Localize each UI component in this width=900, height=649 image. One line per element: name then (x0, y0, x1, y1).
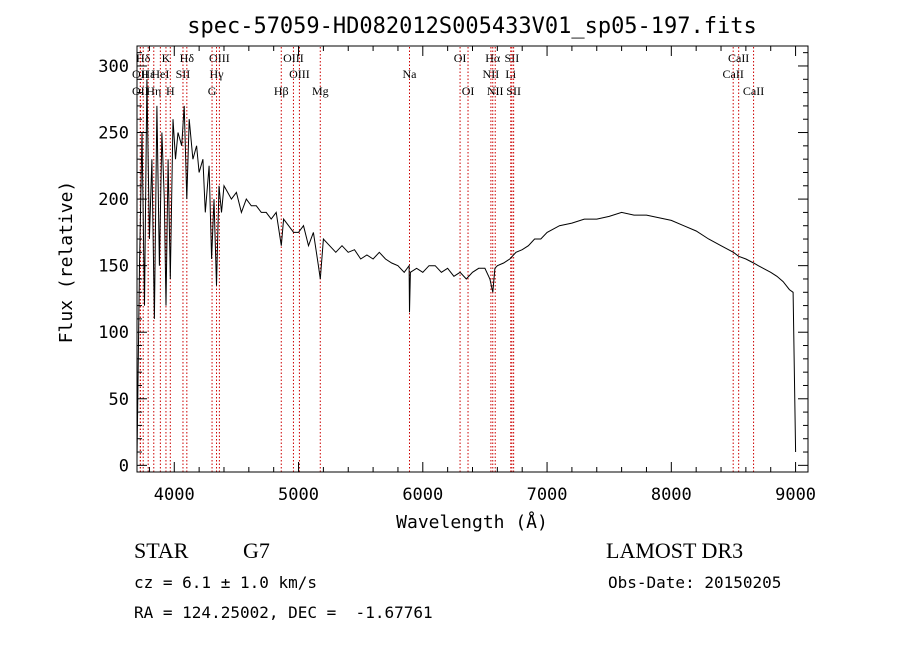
marker-label-21: NII (483, 67, 500, 81)
redshift-value: cz = 6.1 ± 1.0 km/s (134, 573, 318, 592)
marker-label-23: SII (505, 51, 520, 65)
x-tick-label-0: 4000 (154, 485, 195, 505)
marker-label-28: CaII (743, 84, 764, 98)
marker-label-22: NII (487, 84, 504, 98)
coordinates: RA = 124.25002, DEC = -1.67761 (134, 603, 433, 622)
marker-label-15: OIII (289, 67, 310, 81)
marker-label-6: HeI (151, 67, 169, 81)
marker-label-8: SII (176, 67, 191, 81)
y-tick-label-6: 300 (98, 57, 129, 77)
marker-label-1: OII (132, 67, 149, 81)
x-tick-label-4: 8000 (651, 485, 692, 505)
marker-label-27: CaII (723, 67, 744, 81)
marker-label-5: K (162, 51, 171, 65)
marker-label-2: OII (132, 84, 149, 98)
plot-frame (136, 45, 809, 473)
marker-label-20: Hα (485, 51, 501, 65)
y-tick-label-1: 50 (109, 390, 129, 410)
marker-label-16: Mg (312, 84, 329, 98)
axes: 4000 5000 6000 7000 8000 9000 0 50 100 150 200 250 3… (98, 46, 816, 505)
marker-label-9: Hδ (180, 51, 195, 65)
x-tick-label-3: 7000 (527, 485, 568, 505)
x-axis-label: Wavelength (Å) (396, 511, 548, 533)
x-tick-label-1: 5000 (278, 485, 319, 505)
marker-label-25: SII (506, 84, 521, 98)
series-group (136, 79, 797, 459)
y-tick-label-5: 250 (98, 124, 129, 144)
object-subclass: G7 (243, 538, 270, 563)
obs-date: Obs-Date: 20150205 (608, 573, 782, 592)
marker-label-11: Hγ (210, 67, 225, 81)
marker-label-4: Hη (146, 84, 161, 98)
marker-label-13: Hβ (274, 84, 289, 98)
marker-label-18: OI (454, 51, 467, 65)
y-tick-label-0: 0 (119, 456, 129, 476)
marker-label-26: CaII (728, 51, 749, 65)
marker-label-24: Li (505, 67, 516, 81)
marker-label-14: OIII (283, 51, 304, 65)
y-tick-label-2: 100 (98, 323, 129, 343)
x-tick-label-5: 9000 (775, 485, 816, 505)
marker-label-3: Hε (141, 67, 155, 81)
marker-label-12: G (208, 84, 217, 98)
chart-title: spec-57059-HD082012S005433V01_sp05-197.f… (187, 14, 757, 39)
object-class: STAR (134, 538, 189, 563)
x-tick-label-2: 6000 (402, 485, 443, 505)
marker-label-0: Hδ (136, 51, 151, 65)
marker-label-17: Na (403, 67, 418, 81)
marker-label-7: H (166, 84, 175, 98)
y-tick-label-4: 200 (98, 190, 129, 210)
survey-name: LAMOST DR3 (606, 538, 744, 563)
y-tick-label-3: 150 (98, 257, 129, 277)
y-axis-label: Flux (relative) (56, 181, 77, 344)
marker-label-10: OIII (209, 51, 230, 65)
marker-label-19: OI (462, 84, 475, 98)
series-line-spectrum (136, 79, 797, 459)
